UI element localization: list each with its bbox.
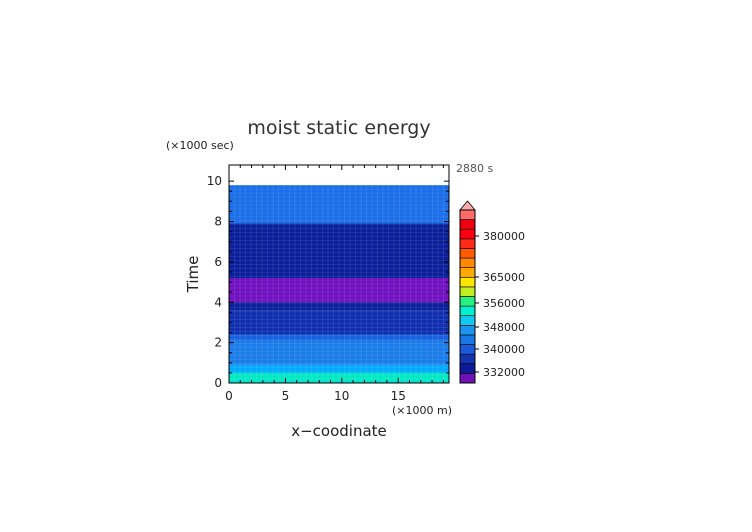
colorbar-swatch-0 (459, 373, 476, 384)
colorbar-frame (459, 209, 476, 384)
colorbar-swatch-11 (459, 267, 476, 278)
y-tick-label: 8 (214, 215, 222, 229)
y-tick-label: 0 (214, 376, 222, 390)
colorbar: 380000 365000 356000 348000 340000 332000 (459, 200, 525, 384)
y-axis: 0 2 4 6 8 10 (207, 174, 449, 390)
colorbar-swatch-17 (459, 209, 476, 220)
contour-layer-5 (229, 310, 449, 335)
chart-title: moist static energy (247, 117, 430, 139)
colorbar-swatch-12 (459, 257, 476, 268)
contour-layer-4 (229, 334, 449, 341)
y-tick-label: 6 (214, 255, 222, 269)
colorbar-swatch-13 (459, 248, 476, 259)
colorbar-swatch-1 (459, 363, 476, 374)
colorbar-label: 332000 (483, 366, 525, 379)
y-tick-label: 10 (207, 174, 222, 188)
y-unit-label: (×1000 sec) (166, 139, 234, 152)
colorbar-label: 380000 (483, 230, 525, 243)
colorbar-swatch-16 (459, 219, 476, 230)
y-tick-label: 2 (214, 336, 222, 350)
colorbar-overflow-triangle (459, 200, 476, 211)
y-axis-label: Time (184, 256, 202, 294)
contour-layer-3 (229, 340, 449, 365)
contour-layer-1 (229, 372, 449, 379)
colorbar-label: 356000 (483, 297, 525, 310)
colorbar-label: 365000 (483, 271, 525, 284)
colorbar-label: 348000 (483, 321, 525, 334)
colorbar-swatch-15 (459, 228, 476, 240)
colorbar-swatch-7 (459, 305, 476, 317)
contour-layer-8 (229, 223, 449, 279)
x-axis: 0 5 10 15 (225, 165, 444, 403)
x-tick-label: 10 (334, 389, 349, 403)
contour-layer-9 (229, 185, 449, 224)
colorbar-swatch-2 (459, 353, 476, 365)
cell-gridlines (229, 185, 449, 383)
colorbar-swatch-8 (459, 296, 476, 307)
x-tick-label: 15 (391, 389, 406, 403)
y-tick-label: 4 (214, 295, 222, 309)
plot-frame (228, 164, 450, 384)
x-tick-label: 5 (282, 389, 290, 403)
colorbar-swatch-6 (459, 315, 476, 326)
colorbar-label: 340000 (483, 343, 525, 356)
contour-layer-6 (229, 302, 449, 311)
x-tick-label: 0 (225, 389, 233, 403)
plot-area (229, 185, 449, 383)
colorbar-swatch-9 (459, 286, 476, 297)
contour-layer-0 (229, 378, 449, 383)
x-unit-label: (×1000 m) (392, 404, 452, 417)
x-axis-label: x−coodinate (291, 422, 387, 440)
colorbar-swatch-10 (459, 276, 476, 288)
colorbar-swatch-14 (459, 238, 476, 249)
contour-layer-2 (229, 364, 449, 373)
time-label: 2880 s (456, 162, 493, 175)
colorbar-swatch-4 (459, 334, 476, 345)
colorbar-swatch-5 (459, 325, 476, 336)
contour-layer-7 (229, 278, 449, 303)
colorbar-swatch-3 (459, 344, 476, 355)
